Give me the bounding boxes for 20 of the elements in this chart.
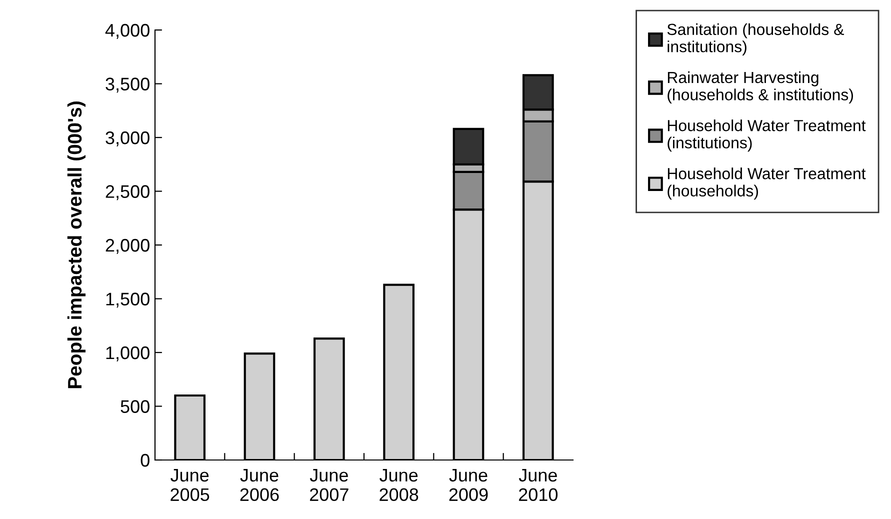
- y-tick-label: 1,500: [106, 292, 150, 308]
- y-tick-label: 2,500: [106, 185, 150, 200]
- x-tick-label: June 2008: [380, 468, 418, 502]
- y-tick-label: 3,000: [106, 131, 150, 146]
- legend-label: Household Water Treatment (institutions): [668, 119, 866, 152]
- x-tick-label: June 2005: [170, 468, 210, 502]
- x-tick-label: June 2010: [518, 468, 558, 502]
- legend-label: Rainwater Harvesting (households & institutions): [668, 71, 853, 104]
- y-tick-label: 500: [120, 400, 150, 413]
- legend-label: Household Water Treatment (households): [668, 168, 866, 200]
- y-axis-title: People impacted overall (000's): [67, 102, 86, 388]
- x-tick-label: June 2009: [449, 468, 488, 502]
- x-tick-label: June 2006: [240, 468, 279, 502]
- y-tick-label: 3,500: [106, 78, 150, 93]
- x-tick-label: June 2007: [310, 468, 348, 502]
- legend-label: Sanitation (households & institutions): [667, 23, 844, 56]
- y-tick-label: 2,000: [106, 238, 150, 254]
- y-tick-label: 0: [140, 454, 150, 467]
- y-tick-label: 1,000: [106, 346, 150, 362]
- y-tick-label: 4,000: [105, 24, 150, 39]
